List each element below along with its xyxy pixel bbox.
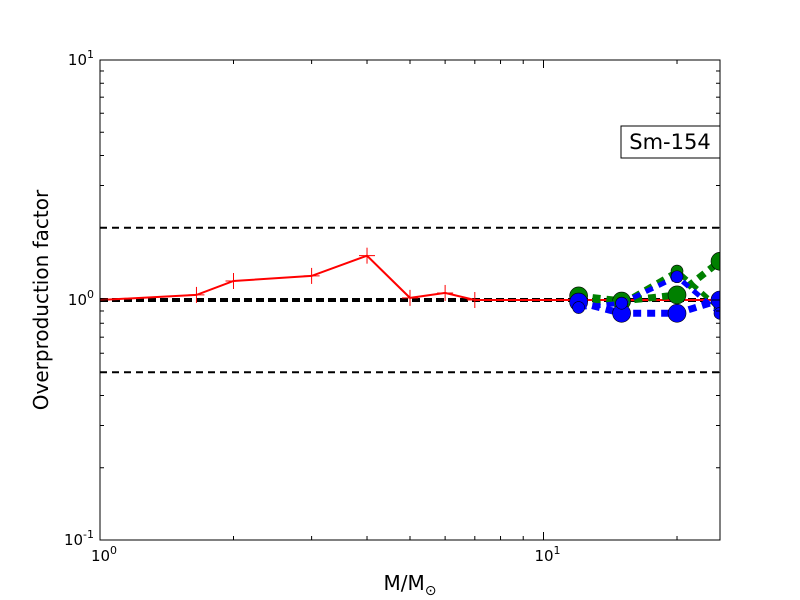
series-line-4 <box>577 296 720 317</box>
series-1-point <box>188 286 205 303</box>
x-tick-label: 101 <box>534 544 560 565</box>
annotation-box: Sm-154 <box>620 125 721 159</box>
series-2-point <box>667 285 687 305</box>
x-tick-label: 100 <box>91 544 117 565</box>
series-5-point <box>670 270 684 284</box>
series-line-5 <box>578 273 720 316</box>
series-5-point <box>615 296 628 310</box>
y-axis-label: Overproduction factor <box>29 189 53 410</box>
series-5-point <box>713 307 720 320</box>
x-axis-label-subscript: ⊙ <box>425 583 437 599</box>
series-5-point <box>572 301 585 314</box>
series-line-2 <box>578 258 720 305</box>
annotation-frame <box>620 125 721 159</box>
series-1-point <box>359 247 376 264</box>
y-tick-label: 10-1 <box>64 528 94 549</box>
series-1-point <box>466 292 483 308</box>
x-axis-label: M/M⊙ <box>384 571 437 599</box>
axis-ticks <box>99 59 720 541</box>
series-4-point <box>667 304 687 323</box>
series-1-point <box>437 284 454 301</box>
y-tick-label: 101 <box>68 48 94 69</box>
series-2-point <box>710 251 720 271</box>
y-tick-label: 100 <box>68 288 94 309</box>
series-1-point <box>225 272 242 289</box>
annotation-label: Sm-154 <box>629 130 710 154</box>
series-layer <box>100 247 720 323</box>
series-1-point <box>402 289 418 306</box>
series-1-point <box>303 267 320 284</box>
